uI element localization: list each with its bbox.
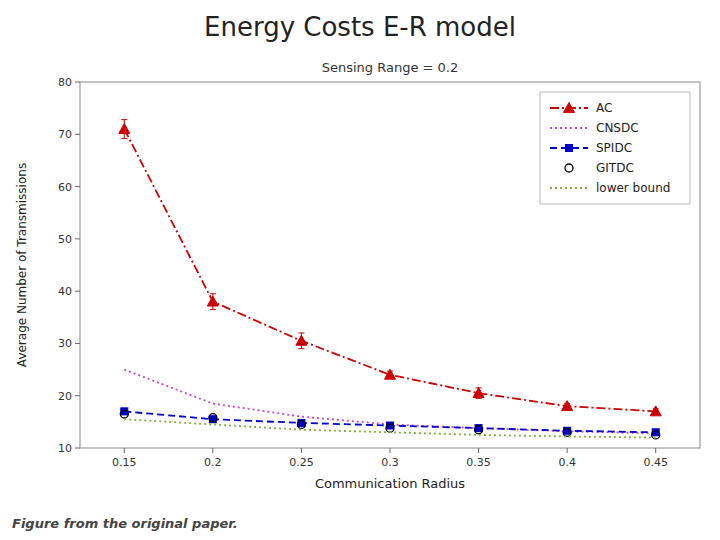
y-tick bbox=[75, 186, 80, 187]
error-cap bbox=[210, 309, 216, 310]
x-tick-label: 0.3 bbox=[381, 456, 399, 469]
error-cap bbox=[210, 293, 216, 294]
point bbox=[296, 335, 307, 345]
point bbox=[473, 388, 484, 398]
y-tick bbox=[75, 291, 80, 292]
chart: Energy Costs E-R model Sensing Range = 0.… bbox=[0, 0, 720, 540]
y-tick bbox=[75, 448, 80, 449]
y-tick bbox=[75, 134, 80, 135]
x-tick-label: 0.45 bbox=[643, 456, 668, 469]
legend-marker bbox=[564, 103, 575, 113]
x-tick bbox=[567, 448, 568, 453]
title: Energy Costs E-R model bbox=[204, 12, 516, 42]
y-axis-label: Average Number of Transmissions bbox=[15, 163, 29, 367]
y-tick-label: 70 bbox=[58, 128, 72, 141]
legend-marker bbox=[565, 164, 573, 172]
point bbox=[207, 296, 218, 306]
x-tick bbox=[478, 448, 479, 453]
legend-box bbox=[540, 92, 690, 204]
y-tick-label: 10 bbox=[58, 442, 72, 455]
legend-label: lower bound bbox=[596, 181, 670, 195]
series-3 bbox=[120, 410, 659, 439]
plot-frame bbox=[80, 82, 700, 448]
point bbox=[650, 406, 661, 416]
x-tick bbox=[212, 448, 213, 453]
line bbox=[124, 419, 655, 437]
error-cap bbox=[121, 119, 127, 120]
point bbox=[209, 414, 217, 422]
series-1 bbox=[124, 370, 655, 434]
line bbox=[124, 370, 655, 434]
point bbox=[652, 431, 660, 439]
point bbox=[562, 401, 573, 411]
x-tick bbox=[301, 448, 302, 453]
x-tick bbox=[124, 448, 125, 453]
point bbox=[297, 420, 305, 428]
x-tick-label: 0.15 bbox=[112, 456, 137, 469]
legend: AC CNSDC SPIDC GITDC lower bound bbox=[540, 92, 690, 204]
point bbox=[386, 424, 394, 432]
y-tick bbox=[75, 395, 80, 396]
x-tick-label: 0.2 bbox=[204, 456, 222, 469]
y-tick-label: 20 bbox=[58, 390, 72, 403]
x-axis-label: Communication Radius bbox=[315, 476, 465, 491]
legend-label: SPIDC bbox=[596, 141, 632, 155]
y-tick bbox=[75, 343, 80, 344]
x-tick bbox=[390, 448, 391, 453]
y-tick-label: 30 bbox=[58, 337, 72, 350]
legend-label: AC bbox=[596, 101, 612, 115]
subtitle: Sensing Range = 0.2 bbox=[322, 60, 459, 75]
point bbox=[119, 124, 130, 134]
x-tick-label: 0.35 bbox=[466, 456, 491, 469]
legend-marker bbox=[566, 145, 573, 152]
y-tick-label: 50 bbox=[58, 233, 72, 246]
line bbox=[124, 411, 655, 432]
error-cap bbox=[298, 348, 304, 349]
legend-label: CNSDC bbox=[596, 121, 639, 135]
y-tick-label: 40 bbox=[58, 285, 72, 298]
legend-line bbox=[550, 187, 588, 189]
point bbox=[385, 369, 396, 379]
error-cap bbox=[121, 138, 127, 139]
x-tick bbox=[655, 448, 656, 453]
point bbox=[120, 410, 128, 418]
point bbox=[563, 428, 571, 436]
x-tick-label: 0.25 bbox=[289, 456, 314, 469]
point bbox=[475, 426, 483, 434]
x-tick-label: 0.4 bbox=[558, 456, 576, 469]
y-tick-label: 60 bbox=[58, 181, 72, 194]
caption: Figure from the original paper. bbox=[12, 516, 238, 531]
y-tick bbox=[75, 238, 80, 239]
legend-line bbox=[550, 127, 588, 129]
y-tick bbox=[75, 82, 80, 83]
y-tick-label: 80 bbox=[58, 76, 72, 89]
series-4 bbox=[124, 419, 655, 437]
error-cap bbox=[298, 332, 304, 333]
legend-label: GITDC bbox=[596, 161, 634, 175]
